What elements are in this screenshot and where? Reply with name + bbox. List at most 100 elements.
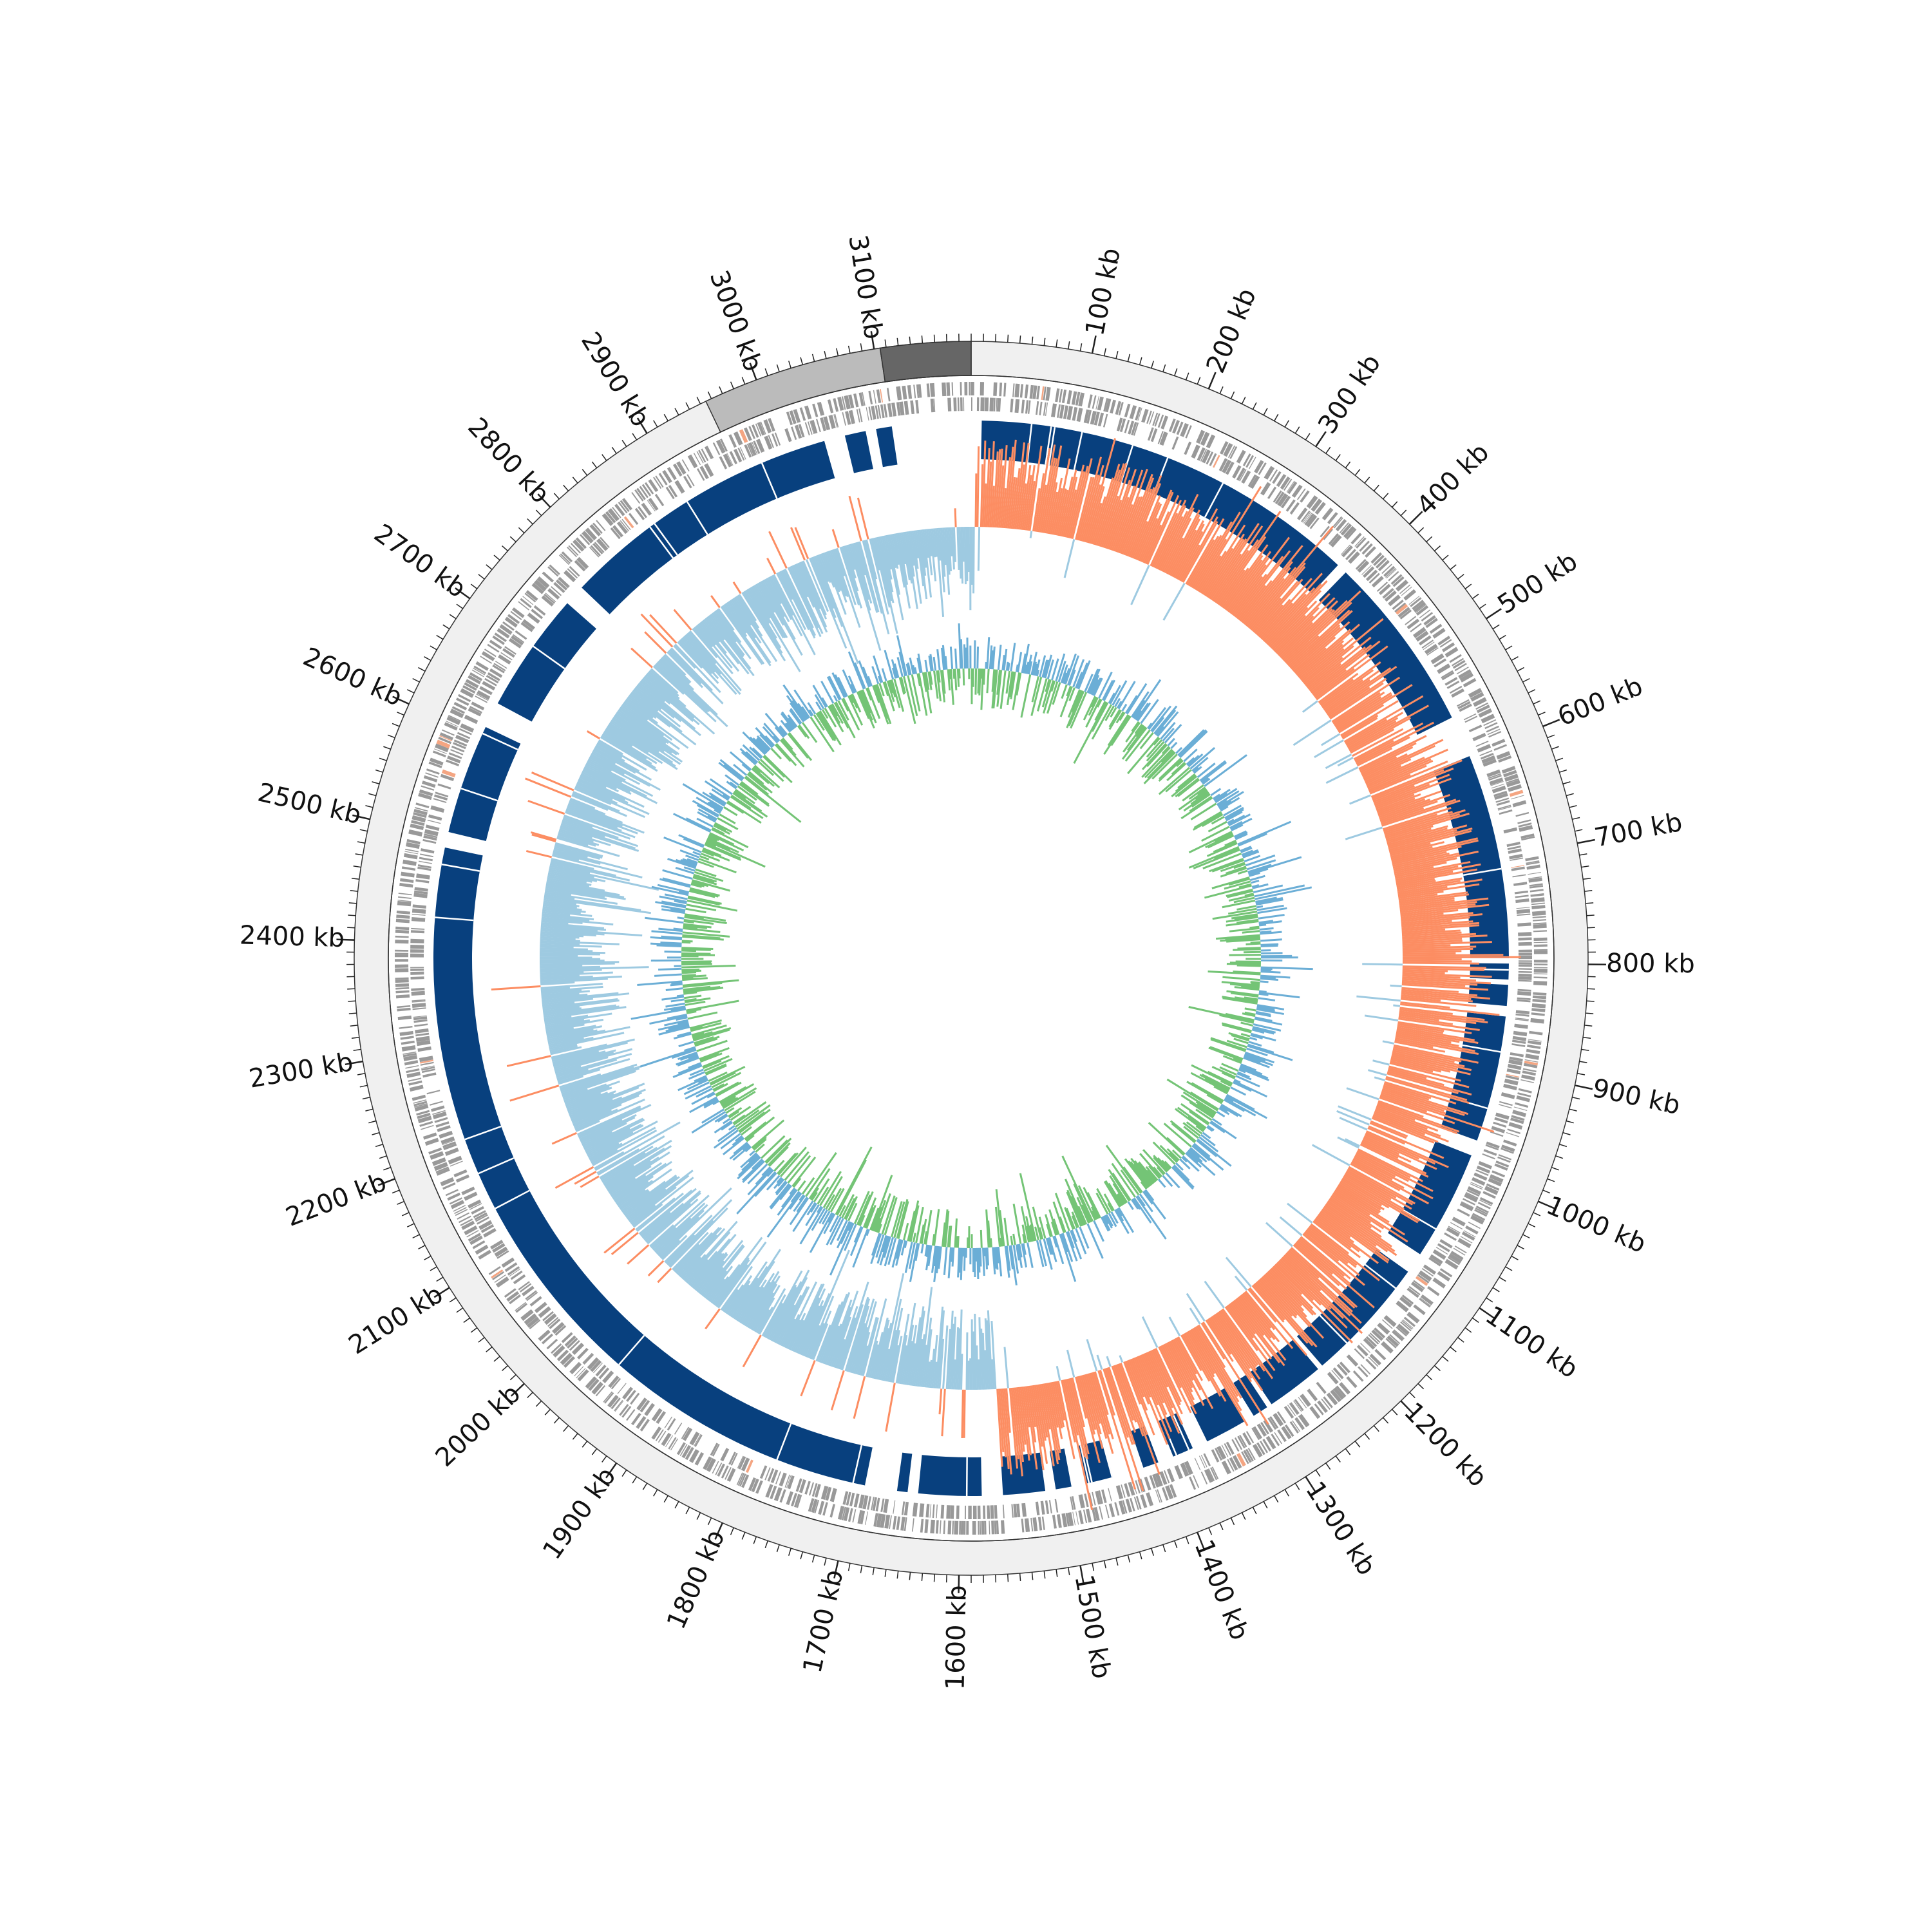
skew-bar xyxy=(768,1287,798,1340)
gc-bar xyxy=(809,1212,833,1253)
gc-bar xyxy=(1180,1103,1210,1124)
skew-bar xyxy=(1291,627,1341,671)
skew-bar xyxy=(689,1238,731,1287)
gc-bar xyxy=(1251,884,1260,888)
gc-bar xyxy=(1233,1081,1252,1092)
gc-bar xyxy=(1218,791,1244,808)
skew-bar xyxy=(1368,773,1411,793)
minor-tick xyxy=(412,677,420,683)
gene-feature xyxy=(829,1504,836,1518)
gene-feature xyxy=(1479,1199,1492,1207)
gene-feature xyxy=(634,507,645,520)
skew-bar xyxy=(1048,1382,1059,1428)
gene-feature xyxy=(976,397,980,412)
gene-feature xyxy=(939,1520,942,1534)
gc-bar xyxy=(1247,864,1272,873)
gene-feature xyxy=(757,422,765,436)
gene-feature xyxy=(1432,1249,1446,1260)
skew-bar xyxy=(984,1318,990,1390)
gene-feature xyxy=(1518,949,1532,953)
major-tick xyxy=(1315,431,1327,448)
minor-tick xyxy=(372,781,380,784)
gene-feature xyxy=(1231,1439,1240,1452)
gene-feature xyxy=(739,446,746,460)
gene-feature xyxy=(1092,395,1097,409)
skew-bar xyxy=(583,1117,644,1149)
skew-bar xyxy=(1280,1257,1344,1319)
gene-feature xyxy=(706,1458,716,1472)
gene-feature xyxy=(1083,1510,1088,1524)
skew-bar xyxy=(1302,700,1318,713)
gene-feature xyxy=(504,1288,516,1298)
minor-tick xyxy=(449,614,457,620)
gene-feature xyxy=(1135,406,1142,421)
gc-bar xyxy=(1208,835,1235,849)
gene-feature xyxy=(420,1059,434,1064)
gene-feature xyxy=(799,407,806,421)
skew-bar xyxy=(542,909,592,917)
gene-feature xyxy=(733,431,743,446)
gc-bar xyxy=(696,804,719,818)
gene-feature xyxy=(1529,883,1543,887)
gc-bar xyxy=(1190,791,1209,805)
gc-bar xyxy=(1066,1189,1084,1227)
skew-bar xyxy=(509,1084,560,1102)
skew-bar xyxy=(547,1029,598,1041)
gene-feature xyxy=(1103,413,1108,428)
skew-bar xyxy=(645,673,715,735)
gc-bar xyxy=(827,1213,835,1224)
major-tick xyxy=(1208,372,1217,390)
gene-feature xyxy=(576,1368,586,1379)
skew-bar xyxy=(553,1050,606,1066)
skew-bar xyxy=(855,1301,877,1375)
skew-bar xyxy=(618,1189,646,1209)
gc-bar xyxy=(694,1036,720,1046)
gc-bar xyxy=(949,668,954,705)
gc-bar xyxy=(1259,927,1274,931)
gc-bar xyxy=(721,1097,736,1107)
skew-bar xyxy=(611,717,681,765)
skew-bar xyxy=(583,766,658,804)
gene-feature xyxy=(408,1077,422,1082)
gc-bar xyxy=(1147,750,1175,779)
gc-bar xyxy=(1098,671,1113,699)
gc-bar xyxy=(833,695,838,702)
skew-bar xyxy=(1401,920,1452,926)
major-tick xyxy=(537,493,551,508)
skew-bar xyxy=(1009,1388,1019,1469)
gc-bar xyxy=(1153,705,1178,735)
gene-feature xyxy=(471,701,485,710)
gene-feature xyxy=(1475,1169,1489,1177)
gene-feature xyxy=(1343,526,1355,538)
skew-bar xyxy=(744,1271,780,1327)
gc-bar xyxy=(671,1048,697,1059)
minor-tick xyxy=(430,645,437,650)
skew-bar xyxy=(1227,557,1270,613)
gene-feature xyxy=(509,1268,521,1277)
gene-feature xyxy=(1215,1447,1223,1461)
gc-bar xyxy=(948,669,951,679)
gc-bar xyxy=(681,968,700,971)
skew-bar xyxy=(1280,608,1333,659)
skew-bar xyxy=(761,580,796,640)
skew-bar xyxy=(1130,1358,1150,1405)
gene-feature xyxy=(596,538,609,551)
skew-bar xyxy=(565,1086,612,1106)
gene-feature xyxy=(438,737,452,744)
gc-bar xyxy=(1244,893,1255,897)
gene-feature xyxy=(730,1452,738,1466)
gene-feature xyxy=(828,415,836,429)
skew-bar xyxy=(1133,1357,1151,1398)
gc-bar xyxy=(896,657,904,677)
gene-feature xyxy=(1468,688,1482,698)
skew-bar xyxy=(1302,1233,1365,1286)
block-segment-5 xyxy=(1441,1012,1506,1141)
gene-feature xyxy=(1514,1023,1528,1029)
skew-bar xyxy=(1382,807,1452,831)
gc-bar xyxy=(1073,1183,1093,1223)
gc-bar xyxy=(1220,936,1261,942)
skew-bar xyxy=(641,679,671,705)
minor-tick xyxy=(1174,1540,1178,1549)
gene-feature xyxy=(544,593,555,604)
skew-bar xyxy=(627,1244,650,1265)
